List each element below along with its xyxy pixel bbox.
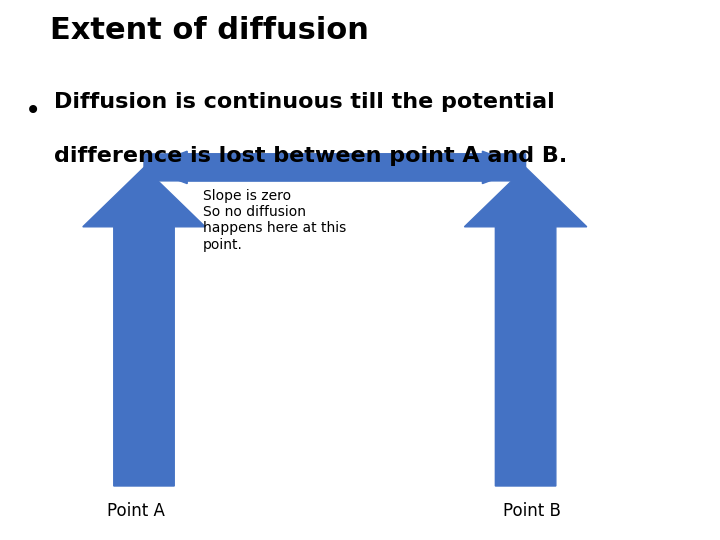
Text: •: • — [25, 97, 42, 125]
FancyArrow shape — [464, 167, 587, 486]
FancyArrow shape — [144, 151, 526, 184]
Text: difference is lost between point A and B.: difference is lost between point A and B… — [54, 146, 567, 166]
Text: Point B: Point B — [503, 502, 560, 520]
FancyArrow shape — [144, 151, 526, 184]
Text: Slope is zero
So no diffusion
happens here at this
point.: Slope is zero So no diffusion happens he… — [203, 189, 346, 252]
Text: Point A: Point A — [107, 502, 164, 520]
FancyArrow shape — [83, 167, 205, 486]
Text: Extent of diffusion: Extent of diffusion — [50, 16, 369, 45]
Text: Diffusion is continuous till the potential: Diffusion is continuous till the potenti… — [54, 92, 554, 112]
